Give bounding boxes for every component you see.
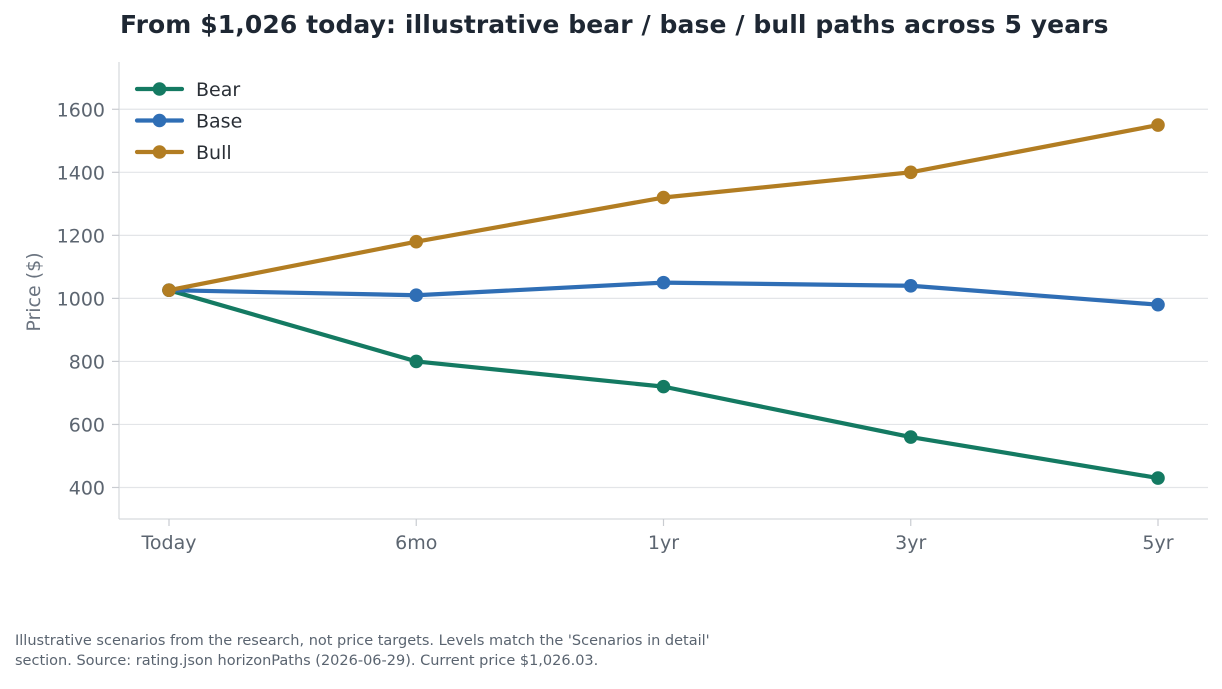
point-base-1yr: [656, 275, 671, 290]
x-tick-label-Today: Today: [141, 532, 197, 554]
legend-item-bear: Bear: [134, 79, 240, 101]
legend-swatch-marker-base: [152, 113, 167, 128]
legend: Bear Base Bull: [134, 79, 242, 164]
point-bear-5yr: [1151, 471, 1165, 485]
legend-label-bull: Bull: [196, 142, 232, 164]
point-bear-1yr: [656, 379, 671, 394]
legend-swatch-marker-bull: [152, 145, 167, 159]
point-base-3yr: [903, 278, 918, 293]
point-bear-6mo: [409, 354, 424, 369]
x-tick-label-1yr: 1yr: [648, 532, 679, 554]
series-base: [162, 275, 1165, 312]
y-tick-label-1200: 1200: [57, 225, 105, 247]
point-bear-3yr: [903, 430, 918, 444]
y-tick-label-400: 400: [69, 477, 105, 499]
point-bull-5yr: [1151, 118, 1165, 132]
point-base-5yr: [1151, 297, 1165, 312]
y-axis-ticks: 400 600 800 1000 1200 1400 1600: [57, 99, 119, 499]
legend-label-bear: Bear: [196, 79, 240, 101]
point-bull-Today: [162, 283, 176, 297]
x-tick-label-3yr: 3yr: [895, 532, 926, 554]
point-bull-1yr: [656, 190, 671, 205]
x-axis-ticks: Today 6mo 1yr 3yr 5yr: [141, 519, 1174, 554]
series-bull: [162, 118, 1165, 297]
point-bull-3yr: [903, 165, 918, 180]
x-tick-label-6mo: 6mo: [395, 532, 437, 554]
y-tick-label-600: 600: [69, 414, 105, 436]
footnote: Illustrative scenarios from the research…: [15, 631, 775, 671]
gridlines: [119, 108, 1208, 489]
series-lines: [162, 118, 1165, 485]
y-tick-label-1400: 1400: [57, 162, 105, 184]
footnote-line-1: Illustrative scenarios from the research…: [15, 633, 710, 649]
y-tick-label-1600: 1600: [57, 99, 105, 121]
series-bear: [162, 283, 1165, 485]
point-base-6mo: [409, 288, 424, 303]
series-line-bull: [166, 122, 1161, 293]
y-tick-label-1000: 1000: [57, 288, 105, 310]
legend-label-base: Base: [196, 111, 242, 133]
legend-swatch-marker-bear: [152, 82, 167, 96]
price-path-chart: 400 600 800 1000 1200 1400 1600 Today 6mo 1yr 3yr…: [23, 62, 1208, 554]
y-axis-label: Price ($): [23, 252, 45, 331]
legend-item-bull: Bull: [134, 142, 232, 164]
chart-title: From $1,026 today: illustrative bear / b…: [120, 10, 1109, 39]
point-bull-6mo: [409, 234, 424, 249]
x-tick-label-5yr: 5yr: [1142, 532, 1173, 554]
y-tick-label-800: 800: [69, 351, 105, 373]
footnote-line-2: section. Source: rating.json horizonPath…: [15, 653, 599, 669]
legend-item-base: Base: [134, 111, 242, 133]
